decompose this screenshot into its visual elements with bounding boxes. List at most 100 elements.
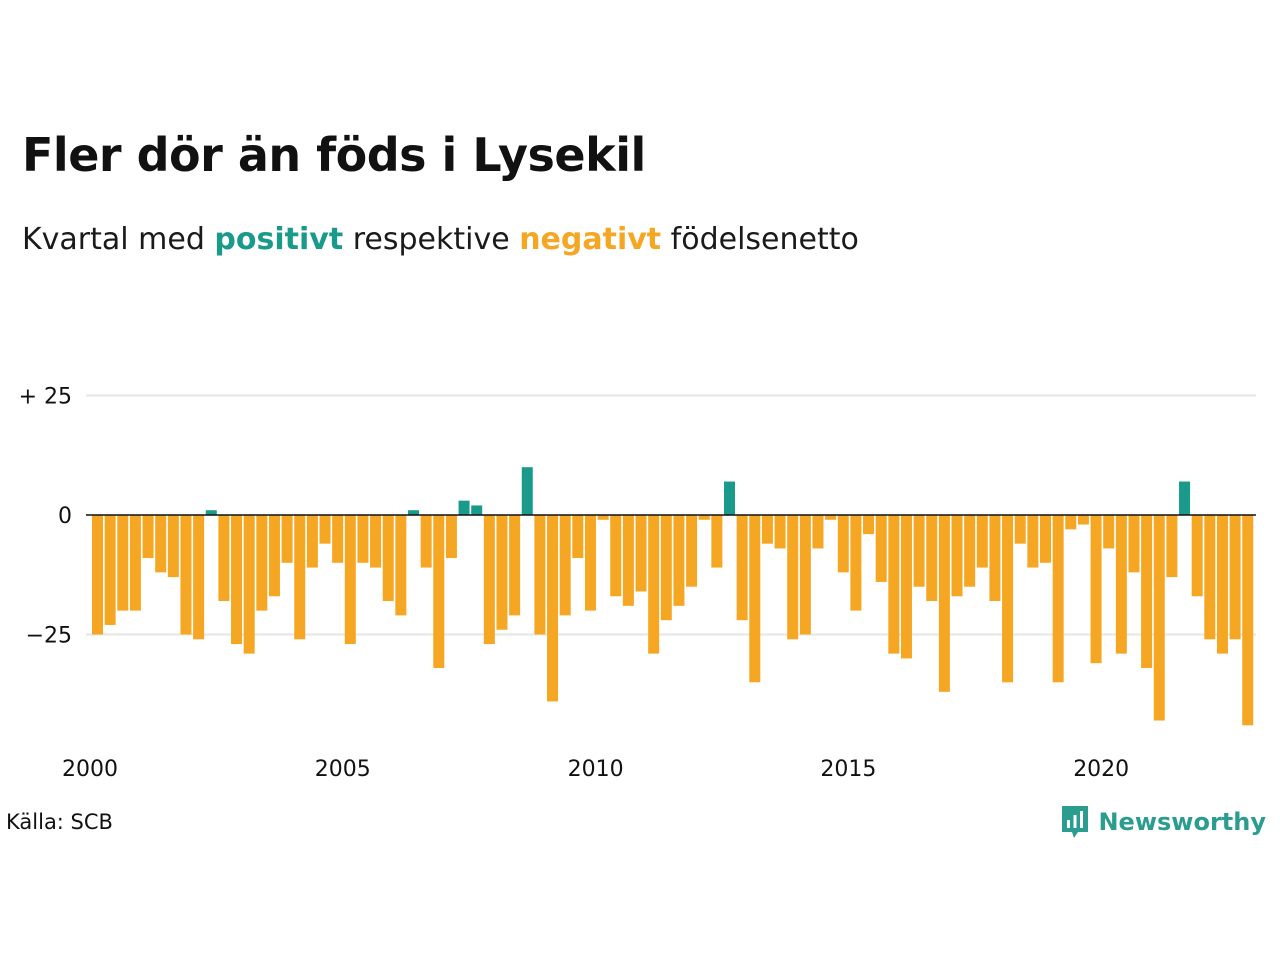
bar-negative (496, 515, 508, 630)
bar-negative (610, 515, 622, 597)
bar-negative (117, 515, 129, 611)
bar-negative (1065, 515, 1077, 530)
bar-negative (104, 515, 116, 625)
bar-negative (926, 515, 938, 602)
bar-positive (1179, 481, 1191, 515)
bar-negative (1040, 515, 1051, 563)
bar-negative (1027, 515, 1039, 568)
x-axis-ticks: 2000 2005 2010 2015 2020 (62, 757, 1129, 782)
bar-negative (648, 515, 660, 654)
x-tick-label: 2020 (1073, 757, 1129, 782)
bar-negative (888, 515, 900, 654)
subtitle-positive-word: positivt (214, 222, 344, 257)
y-tick-label: 0 (58, 504, 72, 529)
bar-negative (433, 515, 445, 668)
bar-negative (584, 515, 596, 611)
bar-negative (193, 515, 205, 640)
bar-negative (673, 515, 685, 606)
bar-negative (547, 515, 559, 702)
bar-negative (736, 515, 748, 621)
bar-negative (1141, 515, 1153, 668)
bar-negative (812, 515, 824, 549)
chart-title: Fler dör än föds i Lysekil (22, 128, 646, 182)
brand-logo: Newsworthy (1060, 804, 1266, 840)
bar-negative (1014, 515, 1026, 544)
bars (86, 467, 1256, 726)
bar-negative (1229, 515, 1241, 640)
bar-negative (1191, 515, 1203, 597)
bar-negative (382, 515, 394, 602)
bar-negative (256, 515, 268, 611)
bar-negative (989, 515, 1001, 602)
bar-positive (471, 505, 483, 515)
y-tick-label: + 25 (19, 385, 72, 410)
bar-negative (92, 515, 103, 635)
x-tick-label: 2010 (568, 757, 624, 782)
bar-negative (1077, 515, 1089, 525)
bar-negative (1204, 515, 1216, 640)
bar-negative (509, 515, 521, 616)
bar-positive (521, 467, 533, 515)
bar-negative (698, 515, 710, 520)
bar-negative (635, 515, 647, 592)
bar-negative (837, 515, 849, 573)
bar-negative (155, 515, 167, 573)
bar-negative (951, 515, 963, 597)
brand-name: Newsworthy (1098, 808, 1266, 836)
bar-negative (1242, 515, 1254, 726)
x-tick-label: 2000 (62, 757, 118, 782)
bar-negative (294, 515, 306, 640)
bar-negative (395, 515, 407, 616)
bar-negative (1128, 515, 1140, 573)
source-note: Källa: SCB (6, 810, 113, 834)
bar-negative (850, 515, 862, 611)
bar-negative (863, 515, 875, 535)
bar-negative (749, 515, 761, 683)
bar-negative (825, 515, 837, 520)
bar-negative (799, 515, 811, 635)
bar-negative (1052, 515, 1064, 683)
bar-negative (686, 515, 698, 587)
bar-negative (875, 515, 887, 582)
bar-negative (344, 515, 356, 645)
subtitle-suffix: födelsenetto (661, 222, 859, 257)
bar-positive (724, 481, 735, 515)
bar-positive (408, 510, 419, 515)
bar-negative (167, 515, 179, 578)
bar-negative (1103, 515, 1115, 549)
bar-negative (1002, 515, 1014, 683)
bar-negative (231, 515, 243, 645)
bar-negative (534, 515, 546, 635)
bar-negative (761, 515, 773, 544)
y-tick-label: −25 (26, 624, 72, 649)
bar-negative (306, 515, 318, 568)
bar-negative (938, 515, 950, 692)
bar-negative (332, 515, 344, 563)
bar-negative (129, 515, 141, 611)
bar-negative (622, 515, 634, 606)
subtitle-prefix: Kvartal med (22, 222, 215, 257)
bar-negative (1153, 515, 1165, 721)
bar-negative (281, 515, 293, 563)
bar-chart: + 25 0 −25 2000 2005 2010 2015 2020 (19, 385, 1256, 782)
bar-negative (420, 515, 432, 568)
bar-negative (142, 515, 154, 559)
bar-negative (1216, 515, 1228, 654)
x-tick-label: 2005 (315, 757, 371, 782)
bar-negative (913, 515, 925, 587)
bar-negative (445, 515, 457, 559)
y-axis-ticks: + 25 0 −25 (19, 385, 72, 649)
bar-negative (357, 515, 369, 563)
bar-negative (711, 515, 723, 568)
bar-negative (964, 515, 976, 587)
bar-negative (1115, 515, 1127, 654)
bar-negative (1090, 515, 1102, 664)
subtitle-middle: respektive (343, 222, 520, 257)
bar-negative (900, 515, 912, 659)
subtitle-negative-word: negativt (519, 222, 662, 257)
bar-negative (787, 515, 799, 640)
bar-negative (243, 515, 255, 654)
bar-negative (660, 515, 672, 621)
chart-subtitle: Kvartal med positivt respektive negativt… (22, 222, 859, 257)
bar-negative (319, 515, 331, 544)
